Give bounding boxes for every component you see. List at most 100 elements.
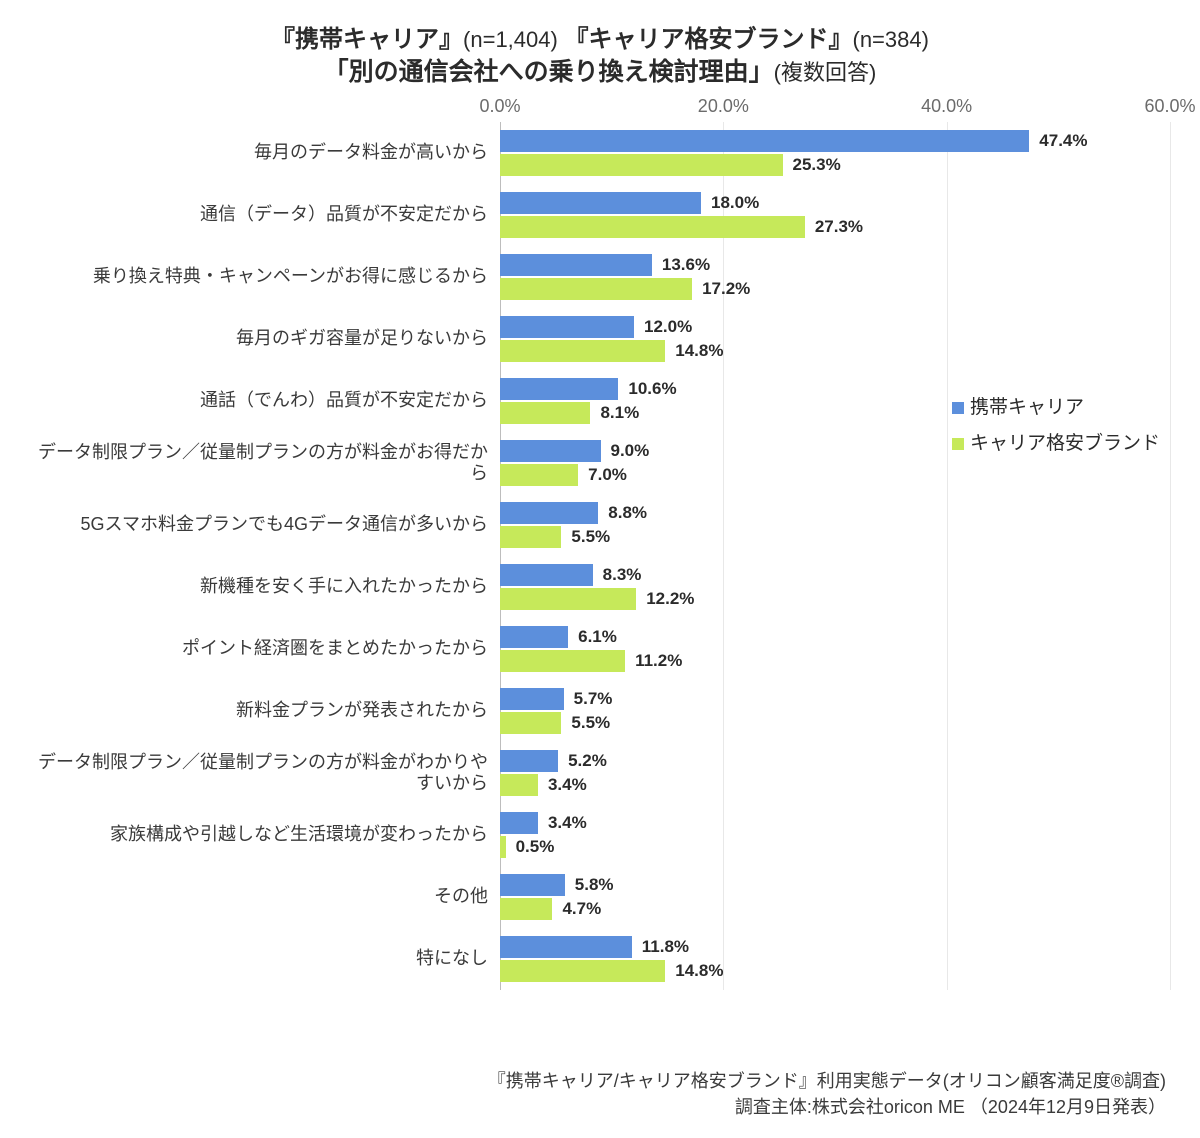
title-paren-1a: (n=1,404) [463, 27, 558, 52]
grid-line [1170, 494, 1171, 556]
bar-series-a [500, 936, 632, 958]
x-axis-tick: 60.0% [1144, 96, 1195, 117]
value-label-a: 6.1% [578, 626, 617, 648]
value-label-a: 8.3% [603, 564, 642, 586]
category-label: 特になし [30, 948, 500, 970]
bar-series-b [500, 402, 590, 424]
bar-series-b [500, 278, 692, 300]
bar-series-a [500, 254, 652, 276]
category-label: データ制限プラン／従量制プランの方が料金がわかりやすいから [30, 752, 500, 795]
category-label: 家族構成や引越しなど生活環境が変わったから [30, 824, 500, 846]
category-label: 通信（データ）品質が不安定だから [30, 204, 500, 226]
grid-line [947, 432, 948, 494]
category-label: 新機種を安く手に入れたかったから [30, 576, 500, 598]
title-part-1a: 『携帯キャリア』 [271, 26, 463, 53]
legend-swatch [952, 402, 964, 414]
bars-cell: 5.2%3.4% [500, 742, 1170, 804]
value-label-a: 12.0% [644, 316, 692, 338]
grid-line [947, 370, 948, 432]
category-label: 乗り換え特典・キャンペーンがお得に感じるから [30, 266, 500, 288]
grid-line [1170, 866, 1171, 928]
grid-line [1170, 556, 1171, 618]
value-label-a: 8.8% [608, 502, 647, 524]
grid-line [723, 928, 724, 990]
legend-label: キャリア格安ブランド [970, 426, 1160, 462]
value-label-b: 5.5% [571, 712, 610, 734]
category-label: データ制限プラン／従量制プランの方が料金がお得だから [30, 442, 500, 485]
value-label-a: 5.2% [568, 750, 607, 772]
grid-line [947, 308, 948, 370]
chart-row: 家族構成や引越しなど生活環境が変わったから3.4%0.5% [30, 804, 1170, 866]
bars-cell: 47.4%25.3% [500, 122, 1170, 184]
grid-line [947, 680, 948, 742]
legend-item: 携帯キャリア [952, 390, 1160, 426]
value-label-a: 3.4% [548, 812, 587, 834]
bar-series-a [500, 440, 601, 462]
bar-series-b [500, 154, 783, 176]
grid-line [947, 246, 948, 308]
legend: 携帯キャリアキャリア格安ブランド [952, 390, 1160, 462]
legend-item: キャリア格安ブランド [952, 426, 1160, 462]
title-paren-2: (複数回答) [774, 60, 877, 85]
chart-row: 毎月のデータ料金が高いから47.4%25.3% [30, 122, 1170, 184]
legend-swatch [952, 438, 964, 450]
footer-line-1: 『携帯キャリア/キャリア格安ブランド』利用実態データ(オリコン顧客満足度®調査) [488, 1068, 1166, 1094]
grid-line [723, 494, 724, 556]
x-axis-tick: 40.0% [921, 96, 972, 117]
title-paren-1b: (n=384) [853, 27, 929, 52]
bars-cell: 11.8%14.8% [500, 928, 1170, 990]
bar-series-a [500, 564, 593, 586]
chart-title: 『携帯キャリア』(n=1,404) 『キャリア格安ブランド』(n=384) 「別… [30, 24, 1170, 90]
footer: 『携帯キャリア/キャリア格安ブランド』利用実態データ(オリコン顧客満足度®調査)… [488, 1068, 1166, 1120]
grid-line [723, 742, 724, 804]
grid-line [1170, 370, 1171, 432]
bar-series-b [500, 774, 538, 796]
value-label-a: 11.8% [642, 936, 689, 958]
chart-row: その他5.8%4.7% [30, 866, 1170, 928]
grid-line [723, 556, 724, 618]
grid-line [947, 618, 948, 680]
grid-line [947, 556, 948, 618]
bars-cell: 5.7%5.5% [500, 680, 1170, 742]
grid-line [1170, 742, 1171, 804]
grid-line [947, 866, 948, 928]
value-label-b: 5.5% [571, 526, 610, 548]
category-label: その他 [30, 886, 500, 908]
title-part-1b: 『キャリア格安ブランド』 [565, 26, 853, 53]
grid-line [1170, 246, 1171, 308]
bars-cell: 8.8%5.5% [500, 494, 1170, 556]
bar-series-b [500, 588, 636, 610]
grid-line [723, 370, 724, 432]
category-label: 新料金プランが発表されたから [30, 700, 500, 722]
value-label-a: 9.0% [611, 440, 650, 462]
value-label-a: 5.7% [574, 688, 613, 710]
category-label: 毎月のデータ料金が高いから [30, 142, 500, 164]
x-axis-tick: 0.0% [479, 96, 520, 117]
grid-line [1170, 928, 1171, 990]
bar-series-b [500, 836, 506, 858]
value-label-a: 18.0% [711, 192, 759, 214]
bar-series-a [500, 502, 598, 524]
bar-chart: 0.0%20.0%40.0%60.0%毎月のデータ料金が高いから47.4%25.… [30, 96, 1170, 990]
bars-cell: 18.0%27.3% [500, 184, 1170, 246]
bar-series-b [500, 216, 805, 238]
bar-series-b [500, 712, 561, 734]
bar-series-a [500, 812, 538, 834]
grid-line [723, 866, 724, 928]
chart-row: ポイント経済圏をまとめたかったから 6.1% 11.2% [30, 618, 1170, 680]
chart-row: 新料金プランが発表されたから5.7%5.5% [30, 680, 1170, 742]
grid-line [947, 184, 948, 246]
category-label: ポイント経済圏をまとめたかったから [30, 638, 500, 660]
value-label-b: 4.7% [562, 898, 601, 920]
grid-line [723, 680, 724, 742]
grid-line [1170, 804, 1171, 866]
value-label-b: 14.8% [675, 960, 723, 982]
bar-series-a [500, 874, 565, 896]
value-label-b: 7.0% [588, 464, 627, 486]
grid-line [947, 494, 948, 556]
category-label: 通話（でんわ）品質が不安定だから [30, 390, 500, 412]
bar-series-a [500, 750, 558, 772]
value-label-b: 11.2% [635, 650, 682, 672]
chart-row: 乗り換え特典・キャンペーンがお得に感じるから13.6%17.2% [30, 246, 1170, 308]
grid-line [1170, 680, 1171, 742]
